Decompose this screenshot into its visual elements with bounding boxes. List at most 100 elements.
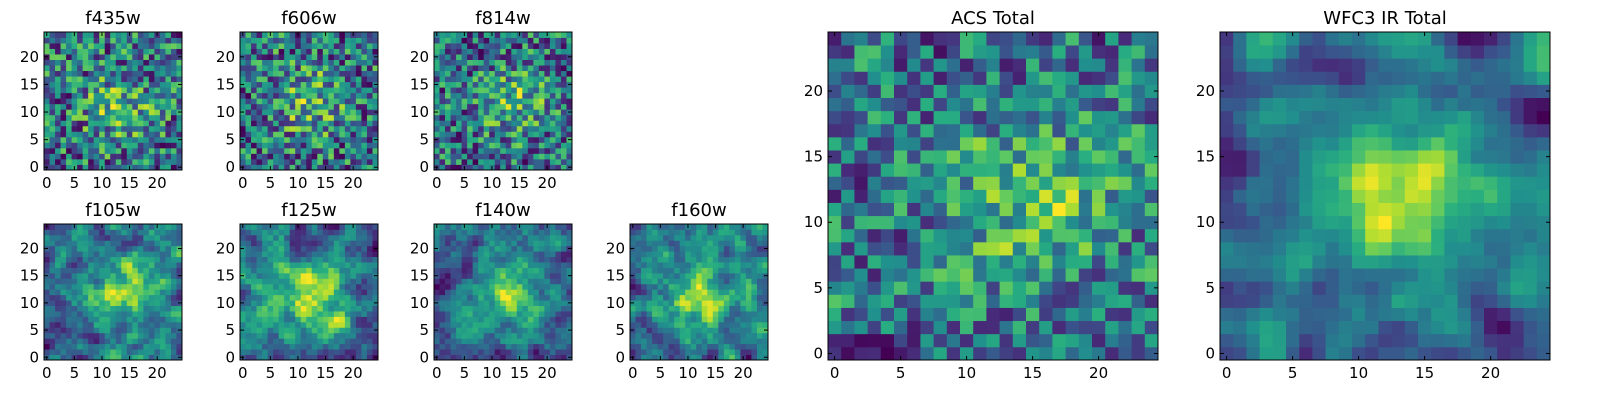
heatmap-cell <box>762 251 769 258</box>
heatmap-cell <box>483 81 490 88</box>
heatmap-cell <box>137 267 144 274</box>
heatmap-cell <box>262 316 268 323</box>
heatmap-cell <box>126 87 133 94</box>
heatmap-cell <box>121 278 128 285</box>
heatmap-cell <box>500 245 507 252</box>
y-tick-label: 15 <box>20 267 39 285</box>
heatmap-cell <box>262 311 268 317</box>
heatmap-cell <box>500 343 507 350</box>
heatmap-cell <box>527 120 534 127</box>
heatmap-cell <box>289 311 296 317</box>
heatmap-cell <box>82 87 89 94</box>
heatmap-cell <box>273 98 280 105</box>
heatmap-cell <box>549 234 556 241</box>
heatmap-cell <box>333 37 340 44</box>
heatmap-cell <box>132 125 139 132</box>
heatmap-cell <box>256 272 263 279</box>
heatmap-cell <box>245 120 252 127</box>
heatmap-cell <box>93 349 100 355</box>
heatmap-cell <box>690 305 697 312</box>
heatmap-cell <box>549 114 556 121</box>
heatmap-cell <box>300 147 307 154</box>
heatmap-cell <box>439 283 446 290</box>
heatmap-cell <box>104 103 111 110</box>
heatmap-cell <box>245 153 252 160</box>
heatmap-cell <box>549 332 556 339</box>
heatmap-cell <box>461 48 468 55</box>
heatmap-cell <box>450 54 457 60</box>
heatmap-cell <box>273 109 280 116</box>
heatmap-cell <box>533 125 540 132</box>
heatmap-cell <box>126 54 133 60</box>
heatmap-cell <box>104 158 111 165</box>
heatmap-cell <box>99 142 106 149</box>
heatmap-cell <box>115 65 122 72</box>
heatmap-cell <box>170 267 177 274</box>
heatmap-cell <box>121 131 128 138</box>
heatmap-cell <box>49 147 56 154</box>
heatmap-cell <box>251 327 257 334</box>
heatmap-cell <box>707 256 714 263</box>
heatmap-cell <box>317 65 324 72</box>
heatmap-cell <box>690 251 697 258</box>
heatmap-cell <box>55 59 61 66</box>
heatmap-cell <box>77 267 84 274</box>
heatmap-cell <box>718 272 725 279</box>
heatmap-cell <box>267 245 274 252</box>
heatmap-cell <box>549 354 556 361</box>
heatmap-cell <box>273 65 280 72</box>
heatmap-cell <box>740 262 747 268</box>
x-tick-label: 0 <box>238 174 248 192</box>
heatmap-cell <box>555 283 562 290</box>
heatmap-cell <box>322 349 329 355</box>
heatmap-cell <box>500 43 507 49</box>
heatmap-cell <box>701 305 708 312</box>
heatmap-cell <box>154 234 161 241</box>
heatmap-cell <box>306 125 313 132</box>
heatmap-cell <box>756 267 763 274</box>
heatmap-cell <box>267 234 274 241</box>
heatmap-cell <box>170 327 177 334</box>
heatmap-cell <box>256 332 263 339</box>
heatmap-cell <box>566 289 573 296</box>
heatmap-cell <box>176 229 183 236</box>
heatmap-cell <box>652 229 658 236</box>
heatmap-cell <box>641 229 647 236</box>
heatmap-cell <box>505 54 512 60</box>
heatmap-cell <box>55 245 61 252</box>
heatmap-cell <box>566 87 573 94</box>
heatmap-cell <box>701 300 708 306</box>
heatmap-cell <box>322 289 329 296</box>
heatmap-cell <box>71 278 78 285</box>
heatmap-cell <box>472 311 479 317</box>
heatmap-cell <box>538 305 545 312</box>
heatmap-cell <box>511 327 518 334</box>
heatmap-cell <box>630 305 636 312</box>
heatmap-cell <box>527 76 534 83</box>
heatmap-cell <box>707 343 714 350</box>
heatmap-cell <box>880 333 895 348</box>
heatmap-cell <box>66 327 72 334</box>
heatmap-cell <box>333 54 340 60</box>
heatmap-cell <box>668 294 675 301</box>
heatmap-cell <box>66 65 72 72</box>
heatmap-cell <box>165 98 172 105</box>
heatmap-cell <box>544 37 551 44</box>
heatmap-cell <box>505 164 512 171</box>
heatmap-cell <box>344 234 351 241</box>
heatmap-cell <box>295 48 302 55</box>
heatmap-cell <box>278 272 285 279</box>
heatmap-cell <box>154 153 161 160</box>
heatmap-cell <box>527 103 534 110</box>
heatmap-cell <box>306 153 313 160</box>
heatmap-cell <box>88 267 95 274</box>
heatmap-cell <box>306 147 313 154</box>
heatmap-cell <box>44 278 50 285</box>
heatmap-cell <box>707 224 714 230</box>
heatmap-cell <box>339 142 346 149</box>
heatmap-cell <box>986 189 1000 203</box>
y-tick-label: 5 <box>29 131 39 149</box>
heatmap-cell <box>339 327 346 334</box>
heatmap-cell <box>494 262 501 268</box>
heatmap-cell <box>289 349 296 355</box>
